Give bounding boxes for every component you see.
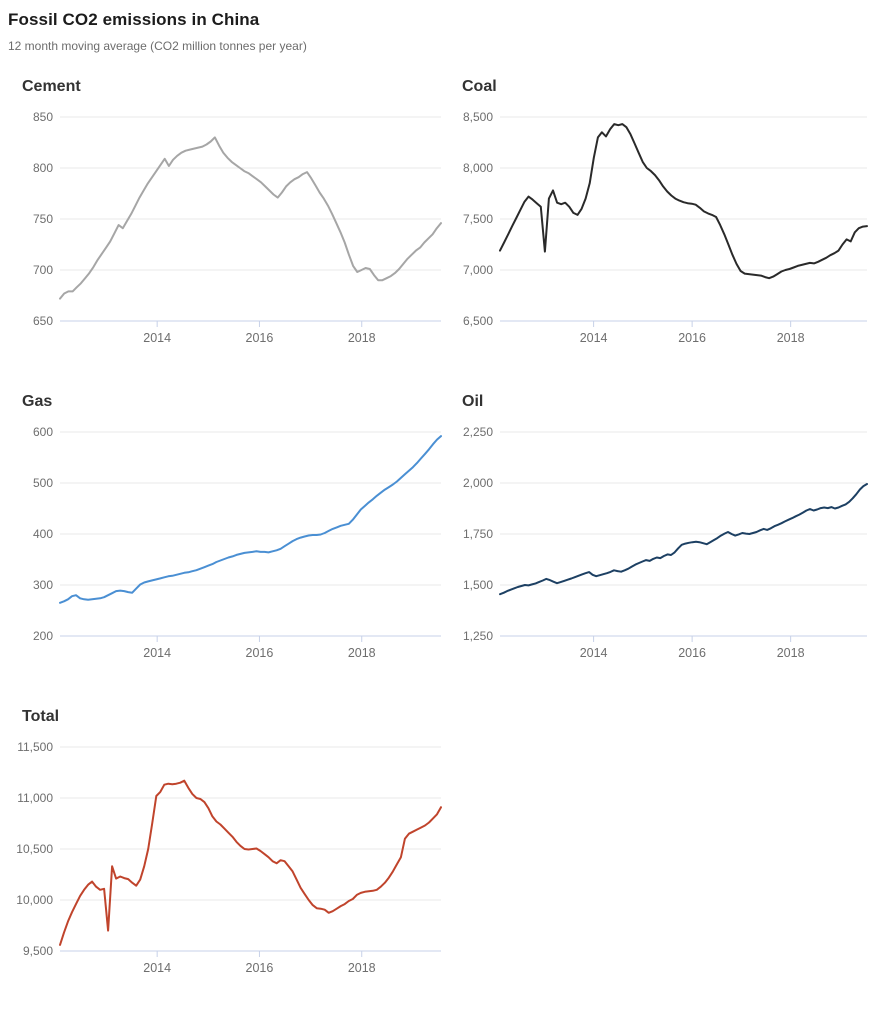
y-tick-label: 7,500	[463, 212, 493, 226]
y-tick-label: 8,000	[463, 161, 493, 175]
y-tick-label: 400	[33, 527, 53, 541]
y-tick-label: 1,500	[463, 578, 493, 592]
y-tick-label: 300	[33, 578, 53, 592]
x-tick-label: 2014	[580, 646, 608, 660]
chart-total: Total 11,500 11,000 10,500 10,000 9,500 2014 2…	[8, 707, 448, 1022]
line-series-oil	[499, 483, 868, 596]
x-tick-label: 2016	[678, 331, 706, 345]
x-tick-label: 2016	[246, 331, 274, 345]
x-tick-label: 2014	[143, 961, 171, 975]
chart-coal-plot: 8,500 8,000 7,500 7,000 6,500 2014 2016 2018	[463, 110, 868, 345]
chart-total-title: Total	[22, 708, 60, 725]
line-series-coal	[499, 123, 868, 280]
y-tick-label: 750	[33, 212, 53, 226]
chart-oil-plot: 2,250 2,000 1,750 1,500 1,250 2014 2016 2018	[463, 425, 868, 660]
line-series-cement	[59, 136, 442, 300]
chart-oil-title: Oil	[462, 393, 484, 410]
chart-coal-title: Coal	[462, 78, 497, 95]
chart-gas-plot: 600 500 400 300 200 2014 2016 2018	[33, 425, 442, 660]
chart-cement: Cement 850 800 750 700 650 2014 2016 2018	[8, 77, 448, 392]
y-tick-label: 11,500	[17, 740, 53, 754]
y-tick-label: 600	[33, 425, 53, 439]
x-tick-label: 2016	[678, 646, 706, 660]
x-tick-label: 2014	[580, 331, 608, 345]
y-tick-label: 2,250	[463, 425, 493, 439]
y-tick-label: 850	[33, 110, 53, 124]
y-tick-label: 1,250	[463, 629, 493, 643]
x-tick-label: 2018	[348, 331, 376, 345]
x-tick-label: 2018	[348, 646, 376, 660]
chart-coal: Coal 8,500 8,000 7,500 7,000 6,500 2014 2016 20…	[448, 77, 871, 392]
chart-cement-title: Cement	[22, 78, 81, 95]
x-tick-label: 2014	[143, 646, 171, 660]
y-tick-label: 650	[33, 314, 53, 328]
x-tick-label: 2016	[246, 961, 274, 975]
y-tick-label: 7,000	[463, 263, 493, 277]
line-series-total	[59, 779, 442, 946]
page-subtitle: 12 month moving average (CO2 million ton…	[8, 39, 307, 53]
chart-oil: Oil 2,250 2,000 1,750 1,500 1,250 2014 2016 201…	[448, 392, 871, 707]
chart-total-plot: 11,500 11,000 10,500 10,000 9,500 2014 2016 201…	[16, 740, 442, 975]
y-tick-label: 200	[33, 629, 53, 643]
y-tick-label: 2,000	[463, 476, 493, 490]
chart-cement-plot: 850 800 750 700 650 2014 2016 2018	[33, 110, 442, 345]
line-series-gas	[59, 435, 442, 604]
x-tick-label: 2018	[348, 961, 376, 975]
y-tick-label: 1,750	[463, 527, 493, 541]
y-tick-label: 10,000	[16, 893, 53, 907]
x-tick-label: 2014	[143, 331, 171, 345]
y-tick-label: 11,000	[17, 791, 53, 805]
small-multiples-grid: Cement 850 800 750 700 650 2014 2016 2018 Coal …	[8, 77, 871, 1022]
y-tick-label: 10,500	[16, 842, 53, 856]
chart-gas: Gas 600 500 400 300 200 2014 2016 2018	[8, 392, 448, 707]
y-tick-label: 800	[33, 161, 53, 175]
x-tick-label: 2016	[246, 646, 274, 660]
x-tick-label: 2018	[777, 331, 805, 345]
y-tick-label: 500	[33, 476, 53, 490]
y-tick-label: 6,500	[463, 314, 493, 328]
x-tick-label: 2018	[777, 646, 805, 660]
page-title: Fossil CO2 emissions in China	[8, 10, 260, 29]
y-tick-label: 700	[33, 263, 53, 277]
chart-gas-title: Gas	[22, 393, 53, 410]
y-tick-label: 8,500	[463, 110, 493, 124]
y-tick-label: 9,500	[23, 944, 53, 958]
